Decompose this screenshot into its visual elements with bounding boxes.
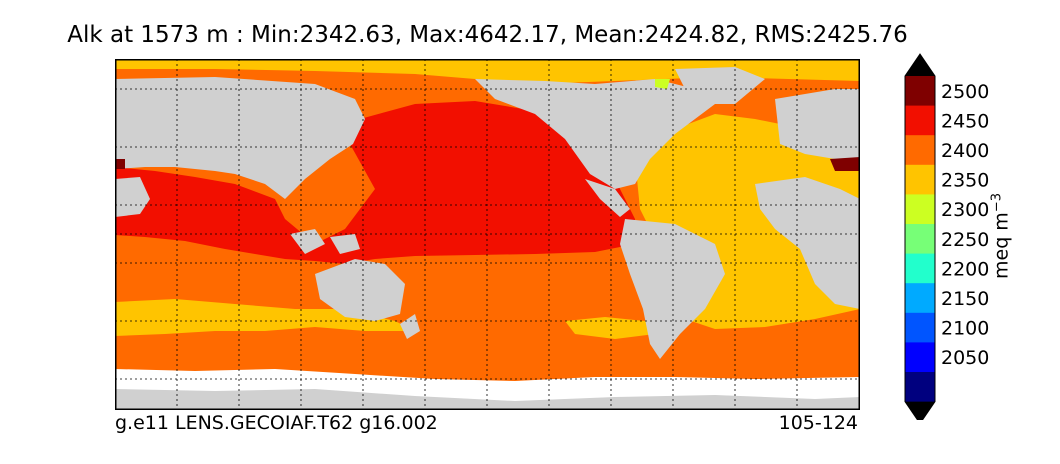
colorbar-bin [905,164,935,195]
colorbar-bin [905,312,935,343]
south-pacific-yellow-lens [565,317,655,339]
colorbar: 2500 2450 2400 2350 2300 2250 2200 2150 2100 2050 [904,53,989,420]
australia-land [315,259,405,321]
colorbar-extend-high [905,54,935,76]
colorbar-bin [905,342,935,373]
footer-case-name: g.e11 LENS.GECOIAF.T62 g16.002 [115,412,438,434]
colorbar-bin [905,76,935,107]
colorbar-tick-label: 2250 [941,229,989,251]
south-america-land [620,219,725,359]
colorbar-tick-label: 2150 [941,288,989,310]
colorbar-tick-label: 2300 [941,199,989,221]
north-america-land [475,79,715,189]
eurasia-land [115,77,365,199]
ocean-alkalinity-map [115,59,860,410]
pacific-red-region [115,101,635,264]
colorbar-tick-label: 2450 [941,110,989,132]
africa-land [755,177,860,309]
labrador-green [655,79,670,89]
colorbar-bin [905,105,935,136]
footer-years: 105-124 [778,412,858,434]
colorbar-outline [904,53,936,420]
new-zealand-land [400,314,420,339]
colorbar-bin [905,372,935,403]
colorbar-tick-label: 2350 [941,170,989,192]
europe-land [775,89,860,164]
colorbar-bin [905,283,935,314]
africa-west-land [115,177,150,217]
colorbar-tick-label: 2500 [941,81,989,103]
colorbar-bin [905,224,935,255]
southern-yellow-band [115,299,415,336]
colorbar-tick-label: 2200 [941,258,989,280]
colorbar-bin [905,253,935,284]
central-america-land [585,179,630,217]
gridlines [115,59,860,410]
colorbar-extend-low [905,401,935,420]
greenland-land [675,67,765,104]
colorbar-bin [905,194,935,225]
colorbar-bin [905,135,935,166]
map-title: Alk at 1573 m : Min:2342.63, Max:4642.17… [67,22,908,48]
colorbar-unit-label: meq m−3 [989,193,1013,279]
colorbar-tick-label: 2050 [941,347,989,369]
mediterranean-high-alk [830,157,860,171]
colorbar-tick-label: 2100 [941,318,989,340]
maritime-continent-land [290,229,325,254]
colorbar-tick-label: 2400 [941,140,989,162]
map-frame [115,59,860,410]
